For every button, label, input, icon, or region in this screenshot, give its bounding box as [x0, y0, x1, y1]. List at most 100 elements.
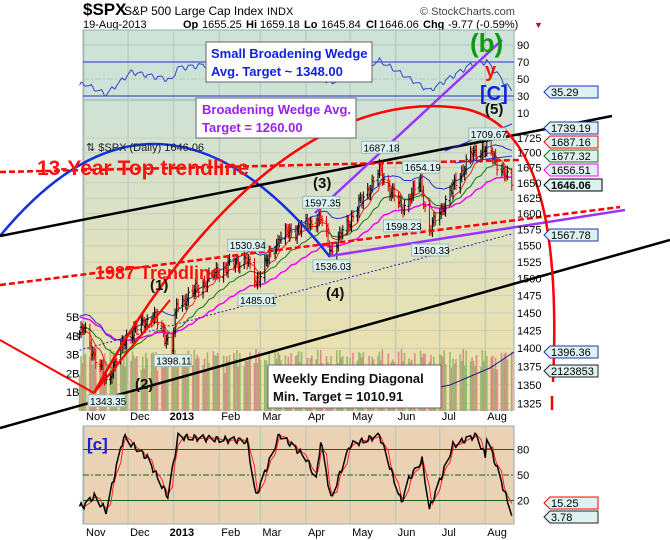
- volume-bar: [89, 356, 91, 411]
- volume-bar: [164, 357, 166, 411]
- svg-text:Chg: Chg: [423, 19, 444, 31]
- volume-bar: [503, 353, 506, 411]
- price-tick-label: 1700: [517, 148, 541, 160]
- x-tick-label: Nov: [86, 527, 106, 539]
- volume-bar: [197, 357, 200, 411]
- price-tick-label: 1400: [517, 343, 541, 355]
- x-tick-label: Mar: [262, 527, 281, 539]
- svg-text:13-Year Top trendline: 13-Year Top trendline: [37, 157, 249, 180]
- svg-text:Target = 1260.00: Target = 1260.00: [202, 120, 303, 135]
- volume-bar: [186, 363, 188, 411]
- tag-rsi-box: [543, 85, 599, 99]
- svg-text:1659.18: 1659.18: [260, 19, 300, 31]
- pivot-label: 1598.23: [386, 222, 423, 233]
- svg-text:-9.77 (-0.59%): -9.77 (-0.59%): [448, 19, 518, 31]
- volume-bar: [496, 369, 498, 411]
- volume-bar: [500, 353, 503, 411]
- tag-ema-mid-box: [543, 149, 599, 163]
- volume-bar: [449, 351, 451, 411]
- stoch-tick-label: 80: [517, 445, 529, 457]
- volume-bar: [474, 365, 476, 411]
- volume-bar: [184, 357, 187, 411]
- x-tick-label: Mar: [262, 411, 281, 423]
- volume-bar: [443, 350, 445, 411]
- volume-bar: [122, 354, 125, 411]
- stoch-tick-label: 50: [517, 470, 529, 482]
- rsi-tick-label: 70: [517, 57, 529, 69]
- volume-bar: [175, 364, 178, 411]
- sma-line: [79, 176, 512, 342]
- volume-bar: [115, 358, 118, 411]
- volume-bar: [172, 362, 175, 411]
- volume-bar: [100, 362, 103, 411]
- volume-bar: [246, 360, 248, 411]
- tag-lower: 1396.36: [551, 347, 591, 359]
- pivot-label-box: [468, 127, 507, 141]
- volume-bar: [136, 356, 138, 411]
- volume-bar: [452, 358, 454, 411]
- volume-bar: [441, 356, 444, 411]
- volume-bar: [156, 370, 159, 411]
- volume-bar: [90, 350, 93, 411]
- volume-bar: [455, 359, 457, 411]
- index-name: S&P 500 Large Cap Index: [124, 4, 263, 18]
- volume-bar: [134, 358, 137, 411]
- svg-text:Lo: Lo: [304, 19, 318, 31]
- x-tick-label: Feb: [221, 411, 240, 423]
- pivot-label: 1654.19: [405, 163, 442, 174]
- volume-bar: [152, 352, 154, 411]
- pivot-label: 1709.67: [471, 130, 508, 141]
- volume-bar: [225, 356, 228, 411]
- volume-bar: [462, 349, 465, 411]
- volume-bar: [243, 366, 246, 411]
- volume-bar: [214, 355, 216, 411]
- svg-text:(b): (b): [470, 28, 503, 58]
- x-tick-label: Dec: [130, 527, 150, 539]
- svg-text:Op: Op: [183, 19, 199, 31]
- volume-bar: [228, 354, 231, 411]
- volume-bar: [140, 369, 143, 411]
- volume-bar: [206, 352, 209, 411]
- pivot-label-box: [402, 160, 441, 174]
- svg-text:Broadening Wedge Avg.: Broadening Wedge Avg.: [202, 102, 351, 117]
- volume-bar: [193, 349, 196, 411]
- volume-bar: [234, 358, 237, 411]
- volume-bar: [112, 351, 115, 411]
- svg-text:1655.25: 1655.25: [202, 19, 242, 31]
- volume-bar: [465, 350, 467, 411]
- tag-sma: 1656.51: [551, 165, 591, 177]
- svg-text:Cl: Cl: [366, 19, 377, 31]
- volume-bar: [249, 352, 251, 411]
- tag-stoch-d: 15.25: [551, 498, 579, 510]
- stoch-tick-label: 20: [517, 496, 529, 508]
- tag-ma-long: 1567.78: [551, 230, 591, 242]
- volume-bar: [216, 352, 219, 411]
- price-tick-label: 1500: [517, 274, 541, 286]
- price-tick-label: 1575: [517, 225, 541, 237]
- rsi-tick-label: 90: [517, 40, 529, 52]
- price-tick-label: 1600: [517, 209, 541, 221]
- volume-bar: [480, 366, 482, 411]
- svg-text:y: y: [485, 60, 497, 82]
- pivot-label-box: [153, 354, 192, 368]
- volume-bar: [485, 355, 488, 411]
- svg-text:1987 Trendline: 1987 Trendline: [95, 263, 220, 283]
- price-tick-label: 1725: [517, 133, 541, 145]
- volume-bar: [239, 352, 241, 411]
- volume-bar: [471, 357, 473, 411]
- x-tick-label: Nov: [86, 411, 106, 423]
- volume-bar: [481, 350, 484, 411]
- volume-bar: [177, 355, 179, 411]
- tag-ma-long-box: [543, 228, 599, 242]
- volume-bar: [93, 352, 96, 411]
- volume-bar: [258, 351, 260, 411]
- volume-bar: [194, 359, 197, 411]
- pivot-label-box: [312, 259, 351, 273]
- volume-bar: [205, 369, 207, 411]
- date: 19-Aug-2013: [83, 19, 147, 31]
- price-tick-label: 1625: [517, 193, 541, 205]
- x-tick-label: 2013: [170, 527, 194, 539]
- svg-text:(1): (1): [150, 277, 168, 294]
- volume-bar: [483, 361, 485, 411]
